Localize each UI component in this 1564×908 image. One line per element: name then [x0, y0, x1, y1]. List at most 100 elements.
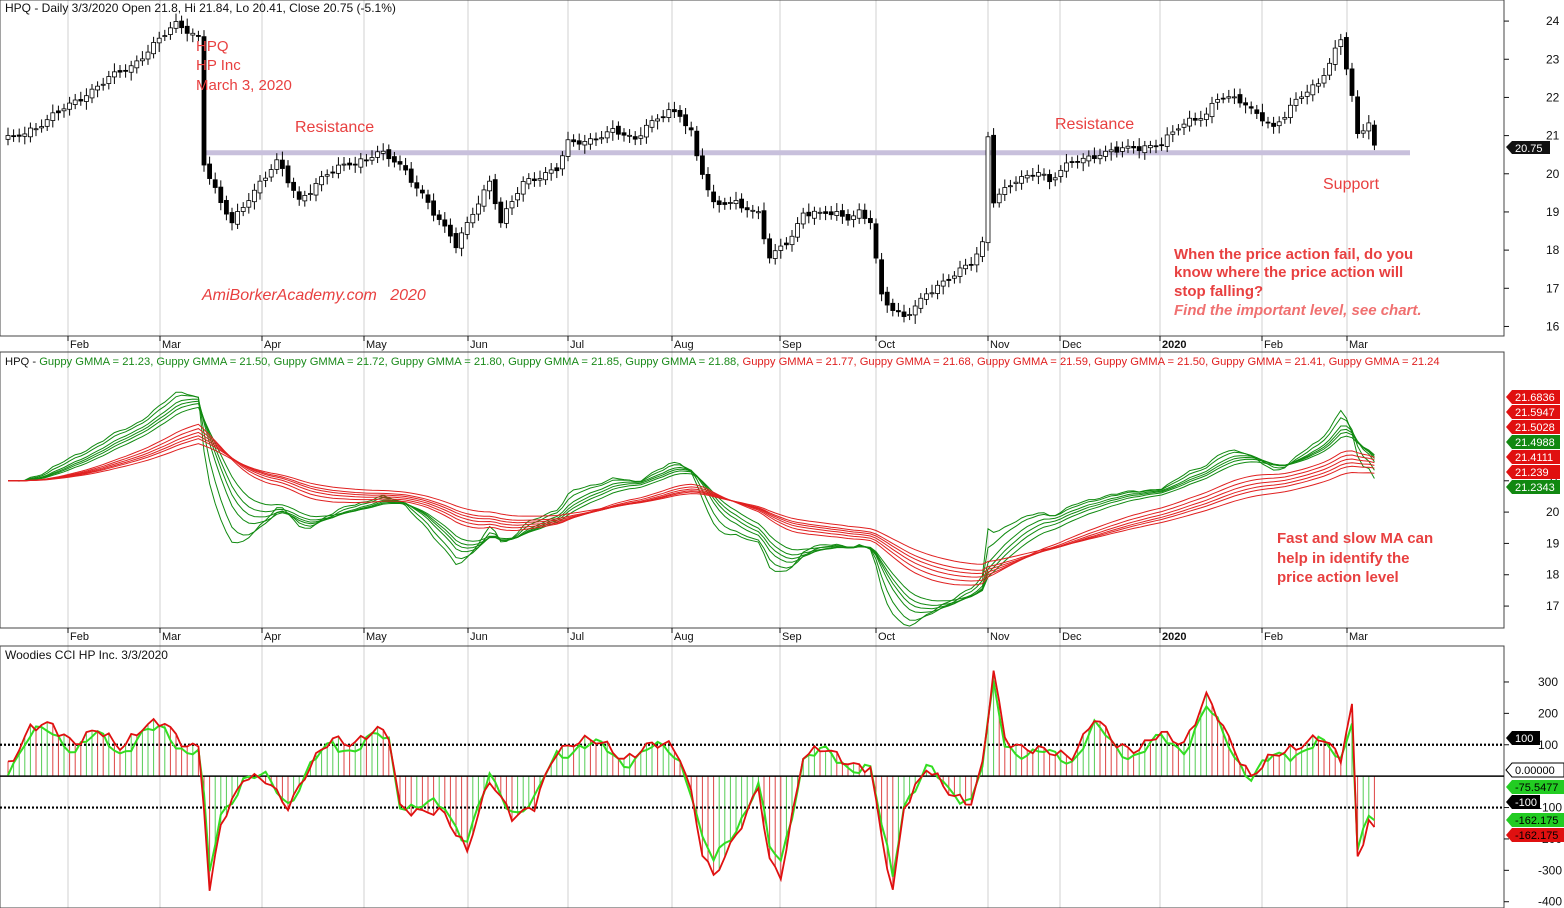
gmma-value-tags: 21.6836 21.5947 21.5028 21.4988 21.4111 21.23… [1506, 390, 1560, 494]
candle-body [627, 134, 632, 137]
gmma-value-label: Guppy GMMA = 21.72, [274, 356, 391, 368]
month-label: Dec [1062, 339, 1082, 351]
candle-body [756, 211, 761, 214]
candle-body [1288, 104, 1293, 118]
candle-body [162, 35, 168, 37]
candle-body [845, 214, 851, 221]
candle-body [184, 25, 190, 34]
candle-body [660, 116, 666, 119]
candle-body [369, 157, 375, 161]
candle-body [582, 141, 588, 146]
candle-body [1215, 99, 1220, 103]
month-label: Apr [264, 339, 281, 351]
month-label: 2020 [1162, 631, 1186, 643]
candle-body [565, 139, 571, 157]
candle-body [431, 200, 437, 216]
month-label: Nov [990, 339, 1010, 351]
cci-value-tag-label: -100 [1515, 797, 1537, 809]
candle-body [279, 159, 285, 169]
last-price-tag: 20.75 [1506, 141, 1550, 155]
month-label: Nov [990, 631, 1010, 643]
candle-body [246, 200, 252, 208]
candle-body [89, 88, 95, 99]
candle-body [834, 211, 840, 216]
gmma-value-tag-label: 21.4988 [1515, 437, 1555, 449]
candle-body [1047, 174, 1052, 183]
candle-body [190, 32, 196, 36]
candle-body [363, 159, 369, 162]
cci-main-line [7, 670, 1376, 891]
candle-body [744, 207, 750, 211]
month-label: Feb [70, 339, 89, 351]
candle-body [39, 126, 44, 129]
gmma-annotation-line-1: Fast and slow MA can [1277, 530, 1433, 547]
candle-body [1170, 131, 1176, 135]
cci-lines [7, 670, 1376, 891]
candle-body [408, 168, 414, 183]
candle-body [599, 137, 604, 140]
candle-body [677, 109, 683, 117]
candle-body [1058, 169, 1064, 177]
candle-body [649, 120, 655, 128]
candle-body [100, 83, 106, 86]
candle-body [1036, 172, 1041, 177]
candle-body [1097, 154, 1103, 160]
candle-body [1360, 130, 1366, 134]
candle-body [1332, 47, 1338, 65]
candle-body [229, 212, 235, 224]
candle-body [212, 179, 218, 188]
candle-body [106, 76, 112, 84]
candle-body [806, 211, 812, 217]
candle-body [274, 159, 280, 170]
y-tick-label: 23 [1546, 52, 1560, 66]
candle-body [739, 198, 744, 209]
candle-body [459, 232, 465, 249]
gmma-value-label: Guppy GMMA = 21.88, [625, 356, 742, 368]
candle-body [873, 223, 879, 259]
candle-body [929, 292, 935, 295]
gmma-value-tag-label: 21.4111 [1515, 452, 1553, 464]
candle-body [195, 35, 201, 37]
gmma-line [8, 406, 1375, 602]
y-tick-label: 16 [1546, 319, 1560, 333]
candle-body [1148, 145, 1153, 149]
candle-body [263, 177, 269, 181]
candle-body [1355, 96, 1360, 135]
candle-body [694, 130, 700, 157]
gmma-annotation-line-3: price action level [1277, 569, 1399, 586]
date-label: March 3, 2020 [196, 77, 292, 94]
candle-body [1013, 181, 1019, 184]
gmma-lines [7, 391, 1375, 627]
gmma-value-tag-label: 21.239 [1515, 467, 1549, 479]
gmma-value-label: Guppy GMMA = 21.50, [156, 356, 273, 368]
candle-body [223, 200, 229, 215]
candle-body [1002, 187, 1008, 195]
candle-body [772, 250, 778, 259]
candle-body [800, 212, 806, 225]
candle-body [526, 178, 532, 185]
y-tick-label: -300 [1538, 863, 1562, 877]
watermark-text: AmiBorkerAcademy.com 2020 [201, 287, 426, 304]
candle-body [851, 215, 856, 220]
candle-body [828, 211, 834, 216]
candle-body [1243, 102, 1248, 106]
candle-body [952, 275, 957, 279]
candle-body [1372, 124, 1377, 146]
candle-body [705, 173, 711, 191]
candle-body [554, 167, 560, 172]
candle-body [95, 85, 100, 91]
candle-body [532, 178, 537, 181]
candle-body [666, 109, 672, 118]
gmma-value-tag [1506, 465, 1560, 479]
candle-body [868, 218, 873, 224]
candle-body [1366, 122, 1372, 132]
y-tick-label: 100 [1538, 738, 1558, 752]
candle-body [767, 238, 772, 259]
month-label: Mar [162, 631, 181, 643]
gmma-value-label: Guppy GMMA = 21.59, [977, 356, 1094, 368]
month-label: Jun [470, 631, 488, 643]
candle-body [391, 156, 397, 163]
gmma-title: HPQ - Guppy GMMA = 21.23, Guppy GMMA = 2… [5, 356, 1440, 368]
candle-body [711, 191, 716, 203]
